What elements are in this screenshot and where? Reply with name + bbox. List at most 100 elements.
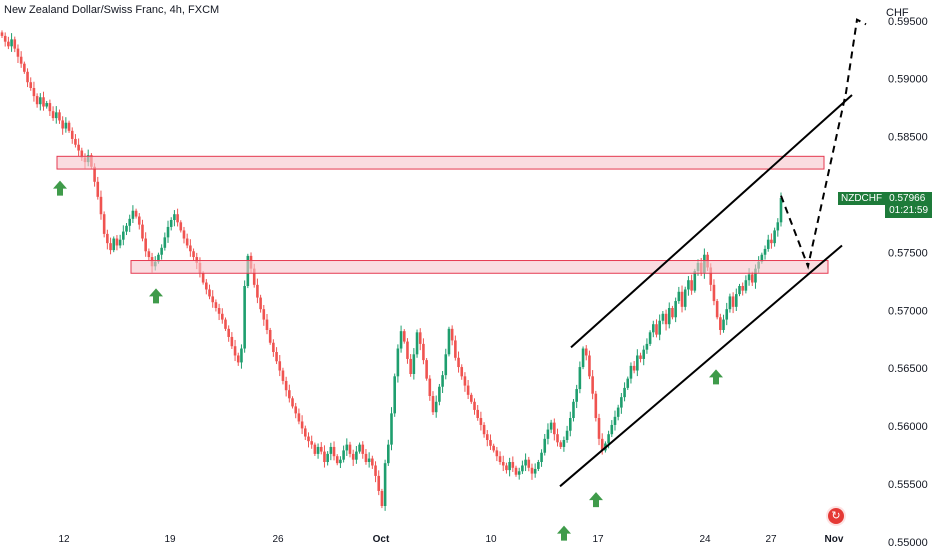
candle-body [418, 332, 422, 344]
candle [19, 51, 23, 68]
candle-body [664, 313, 668, 325]
candle [351, 449, 355, 466]
candle [470, 392, 473, 404]
candle [501, 455, 505, 472]
candle [508, 457, 511, 477]
candle [67, 120, 71, 133]
candle [13, 36, 17, 53]
candle [259, 294, 262, 313]
candle [728, 293, 732, 313]
candle-body [760, 254, 764, 262]
candle [763, 245, 767, 260]
candle [527, 456, 531, 472]
candle [750, 271, 754, 286]
candle-body [13, 39, 17, 49]
candle-body [667, 308, 671, 325]
candle [348, 441, 352, 458]
candle-body [323, 451, 326, 462]
time-axis: 12 19 26 Oct 10 17 24 27 Nov [58, 534, 843, 545]
candle-body [51, 111, 55, 119]
candle-body [351, 453, 355, 460]
candle [342, 445, 345, 463]
candle-body [556, 434, 559, 443]
candle-body [19, 56, 23, 64]
candle-body [252, 268, 256, 285]
candle [141, 219, 144, 242]
time-label: 24 [699, 534, 711, 545]
candle-body [58, 112, 61, 121]
candle [428, 375, 432, 401]
candle [169, 217, 173, 231]
support-arrow-icon [589, 492, 603, 508]
candle-body [645, 343, 649, 350]
candle [377, 470, 381, 496]
candle-body [447, 328, 451, 355]
candle [648, 330, 652, 346]
candle [530, 463, 534, 480]
candle-body [205, 282, 208, 290]
candle-body [166, 226, 170, 238]
candle-body [725, 309, 729, 320]
candle [623, 382, 626, 402]
candle [447, 326, 451, 357]
candle [511, 456, 515, 472]
price-level-label: 0.59000 [888, 74, 928, 86]
candle-body [521, 465, 524, 472]
candle [45, 100, 48, 109]
candle-body [319, 446, 323, 452]
candle-body [77, 144, 80, 151]
candle-body [444, 354, 448, 376]
candle [106, 229, 109, 250]
candle-body [326, 453, 329, 462]
candle [294, 402, 298, 419]
candle-body [48, 103, 52, 112]
currency-label: CHF [886, 7, 909, 19]
candle [418, 328, 422, 351]
candle-body [687, 280, 690, 290]
candle-body [655, 324, 658, 335]
candle [118, 234, 122, 249]
candle-body [543, 438, 547, 453]
candle [319, 442, 323, 455]
candle [450, 325, 454, 346]
candle-body [747, 274, 751, 281]
candle-body [457, 357, 460, 368]
candle [16, 44, 20, 63]
candle-body [195, 257, 199, 263]
time-label: 10 [485, 534, 497, 545]
time-label: 19 [164, 534, 176, 545]
candle [256, 278, 259, 304]
candle-body [527, 459, 531, 468]
support-arrow-icon [149, 288, 163, 304]
candle-body [559, 442, 563, 447]
candle-body [26, 71, 29, 83]
candle [658, 314, 661, 341]
candle-body [316, 446, 320, 454]
price-level-label: 0.56500 [888, 363, 928, 375]
time-label: Oct [373, 534, 390, 545]
candle-body [517, 471, 521, 475]
time-label: 17 [592, 534, 604, 545]
candle-body [636, 355, 639, 371]
candle [0, 30, 4, 38]
candle [578, 361, 582, 394]
candle [744, 275, 748, 294]
candle-body [355, 451, 358, 460]
candle [466, 380, 470, 400]
candle-body [588, 355, 591, 377]
candle [220, 308, 224, 324]
drawings-layer [559, 18, 867, 488]
candle-body [348, 444, 352, 454]
candle-body [524, 459, 527, 466]
candle [537, 459, 540, 472]
candle [380, 488, 384, 509]
candle-body [485, 434, 489, 440]
candle-body [131, 210, 135, 219]
candle-body [387, 444, 390, 464]
candle-body [313, 444, 317, 454]
candle-body [179, 222, 183, 231]
candle [230, 332, 234, 349]
reset-chart-icon[interactable]: ↻ [828, 508, 844, 524]
candle-body [160, 247, 163, 255]
